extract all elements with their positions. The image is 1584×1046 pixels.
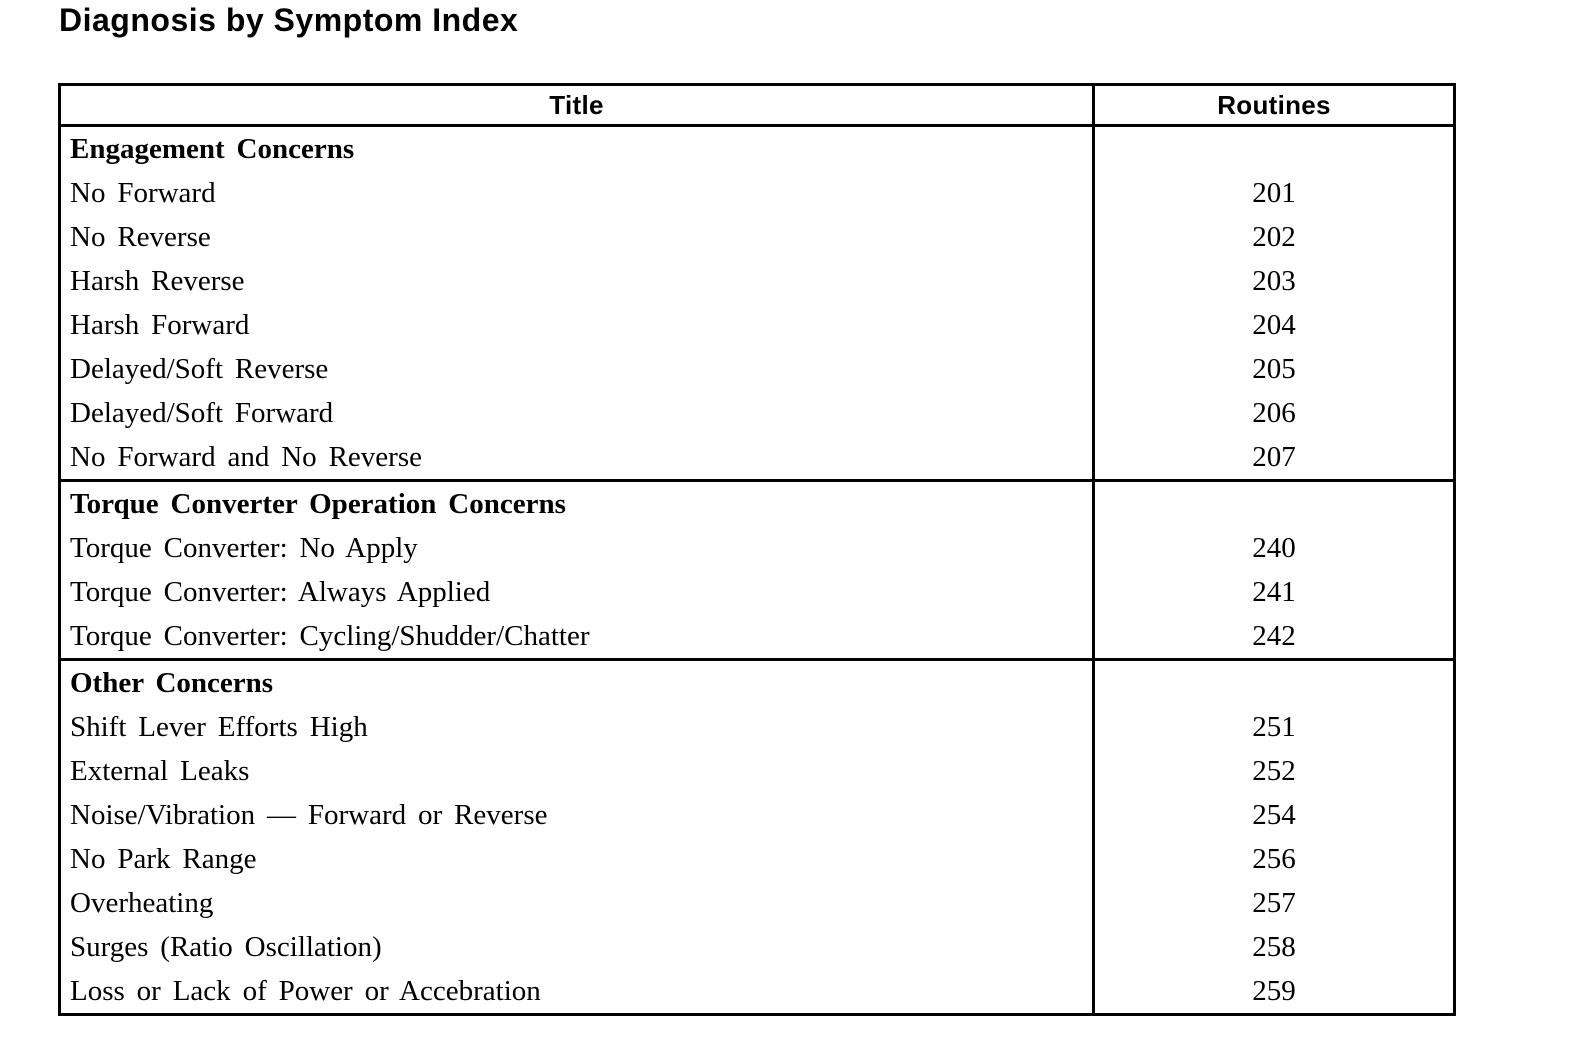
table-row: Delayed/Soft Reverse 205 xyxy=(61,347,1453,391)
section-header-row: Engagement Concerns xyxy=(61,127,1453,171)
section-header-label: Other Concerns xyxy=(61,661,1095,705)
section-header-row: Other Concerns xyxy=(61,661,1453,705)
table-row: Torque Converter: No Apply 240 xyxy=(61,526,1453,570)
section-header-row: Torque Converter Operation Concerns xyxy=(61,482,1453,526)
table-row: Delayed/Soft Forward 206 xyxy=(61,391,1453,435)
table-row: Torque Converter: Always Applied 241 xyxy=(61,570,1453,614)
column-header-title: Title xyxy=(61,86,1095,124)
row-routine: 252 xyxy=(1252,754,1296,787)
table-row: No Park Range 256 xyxy=(61,837,1453,881)
row-title: External Leaks xyxy=(61,749,1095,793)
row-routine: 241 xyxy=(1252,575,1296,608)
table-row: Harsh Reverse 203 xyxy=(61,259,1453,303)
row-title: No Forward xyxy=(61,171,1095,215)
page-title: Diagnosis by Symptom Index xyxy=(59,2,519,38)
row-title: Torque Converter: Always Applied xyxy=(61,570,1095,614)
table-row: No Reverse 202 xyxy=(61,215,1453,259)
row-routine: 251 xyxy=(1252,710,1296,743)
table-row: Overheating 257 xyxy=(61,881,1453,925)
row-routine: 205 xyxy=(1252,352,1296,385)
table-row: No Forward and No Reverse 207 xyxy=(61,435,1453,479)
row-title: Surges (Ratio Oscillation) xyxy=(61,925,1095,969)
row-routine: 206 xyxy=(1252,396,1296,429)
row-routine: 242 xyxy=(1252,619,1296,652)
row-title: Delayed/Soft Reverse xyxy=(61,347,1095,391)
section-header-routine-cell xyxy=(1095,127,1453,171)
row-routine: 254 xyxy=(1252,798,1296,831)
row-routine: 201 xyxy=(1252,176,1296,209)
row-title: Harsh Forward xyxy=(61,303,1095,347)
section-header-routine-cell xyxy=(1095,661,1453,705)
row-routine: 259 xyxy=(1252,974,1296,1007)
row-title: Noise/Vibration — Forward or Reverse xyxy=(61,793,1095,837)
row-routine: 257 xyxy=(1252,886,1296,919)
table-row: Shift Lever Efforts High 251 xyxy=(61,705,1453,749)
symptom-index-table: Title Routines Engagement Concerns No Fo… xyxy=(58,83,1456,1016)
table-header-row: Title Routines xyxy=(61,86,1453,127)
table-row: External Leaks 252 xyxy=(61,749,1453,793)
table-section-engagement-concerns: Engagement Concerns No Forward 201 No Re… xyxy=(61,127,1453,479)
table-row: Noise/Vibration — Forward or Reverse 254 xyxy=(61,793,1453,837)
row-title: Harsh Reverse xyxy=(61,259,1095,303)
row-title: Torque Converter: Cycling/Shudder/Chatte… xyxy=(61,614,1095,658)
row-routine: 240 xyxy=(1252,531,1296,564)
row-title: Torque Converter: No Apply xyxy=(61,526,1095,570)
row-title: No Reverse xyxy=(61,215,1095,259)
row-routine: 204 xyxy=(1252,308,1296,341)
row-routine: 207 xyxy=(1252,440,1296,473)
row-title: No Forward and No Reverse xyxy=(61,435,1095,479)
row-title: Overheating xyxy=(61,881,1095,925)
row-title: No Park Range xyxy=(61,837,1095,881)
section-header-routine-cell xyxy=(1095,482,1453,526)
row-title: Shift Lever Efforts High xyxy=(61,705,1095,749)
row-routine: 203 xyxy=(1252,264,1296,297)
row-routine: 258 xyxy=(1252,930,1296,963)
section-header-label: Engagement Concerns xyxy=(61,127,1095,171)
table-row: No Forward 201 xyxy=(61,171,1453,215)
row-routine: 202 xyxy=(1252,220,1296,253)
row-title: Delayed/Soft Forward xyxy=(61,391,1095,435)
table-row: Harsh Forward 204 xyxy=(61,303,1453,347)
section-header-label: Torque Converter Operation Concerns xyxy=(61,482,1095,526)
row-title: Loss or Lack of Power or Accebration xyxy=(61,969,1095,1013)
table-row: Torque Converter: Cycling/Shudder/Chatte… xyxy=(61,614,1453,658)
row-routine: 256 xyxy=(1252,842,1296,875)
column-header-routines: Routines xyxy=(1217,89,1331,120)
table-section-other-concerns: Other Concerns Shift Lever Efforts High … xyxy=(61,658,1453,1013)
table-row: Loss or Lack of Power or Accebration 259 xyxy=(61,969,1453,1013)
table-row: Surges (Ratio Oscillation) 258 xyxy=(61,925,1453,969)
table-section-torque-converter-concerns: Torque Converter Operation Concerns Torq… xyxy=(61,479,1453,658)
